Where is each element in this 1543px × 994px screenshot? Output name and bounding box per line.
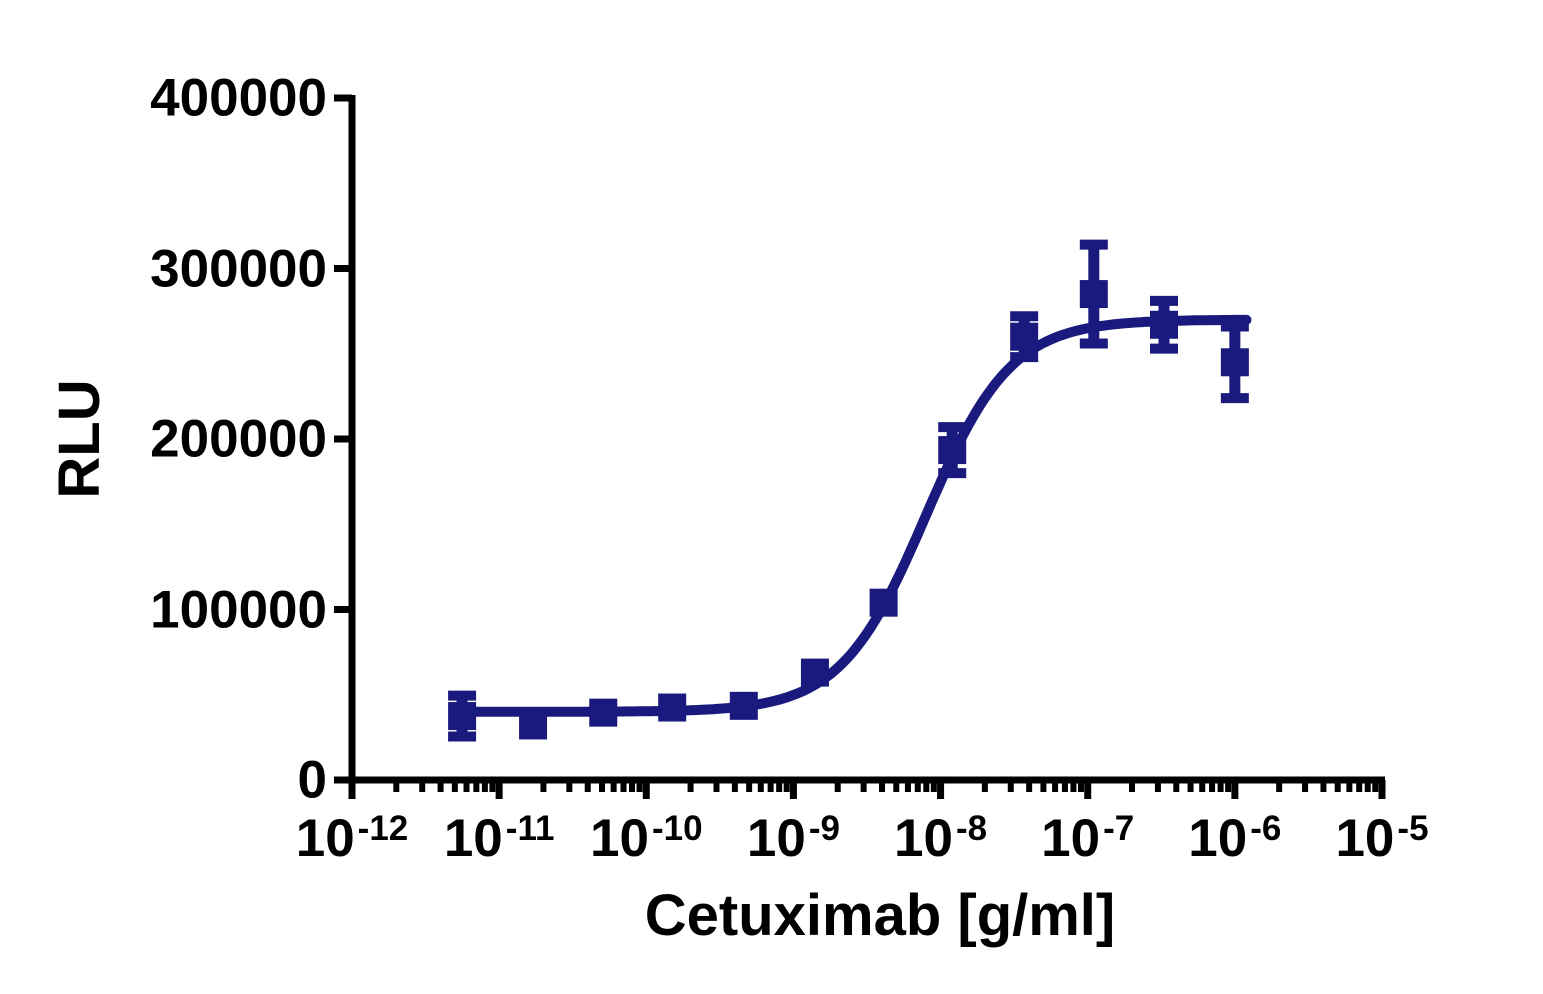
- y-tick-label: 100000: [150, 580, 327, 639]
- y-axis-title: RLU: [47, 379, 112, 499]
- x-tick-label: 10-11: [443, 809, 555, 868]
- y-tick-label: 400000: [150, 68, 327, 128]
- x-tick-label: 10-10: [590, 809, 703, 868]
- x-tick-label: 10-7: [1041, 809, 1135, 868]
- x-tick-label: 10-6: [1188, 809, 1282, 868]
- y-tick-label: 300000: [150, 239, 327, 298]
- x-tick-label: 10-5: [1335, 809, 1429, 868]
- y-tick-label: 0: [297, 750, 327, 810]
- y-tick-label: 200000: [150, 409, 327, 469]
- x-tick-label: 10-9: [746, 809, 840, 868]
- x-tick-label: 10-12: [295, 809, 409, 868]
- x-axis-title: Cetuximab [g/ml]: [644, 883, 1116, 948]
- x-tick-label: 10-8: [894, 809, 988, 868]
